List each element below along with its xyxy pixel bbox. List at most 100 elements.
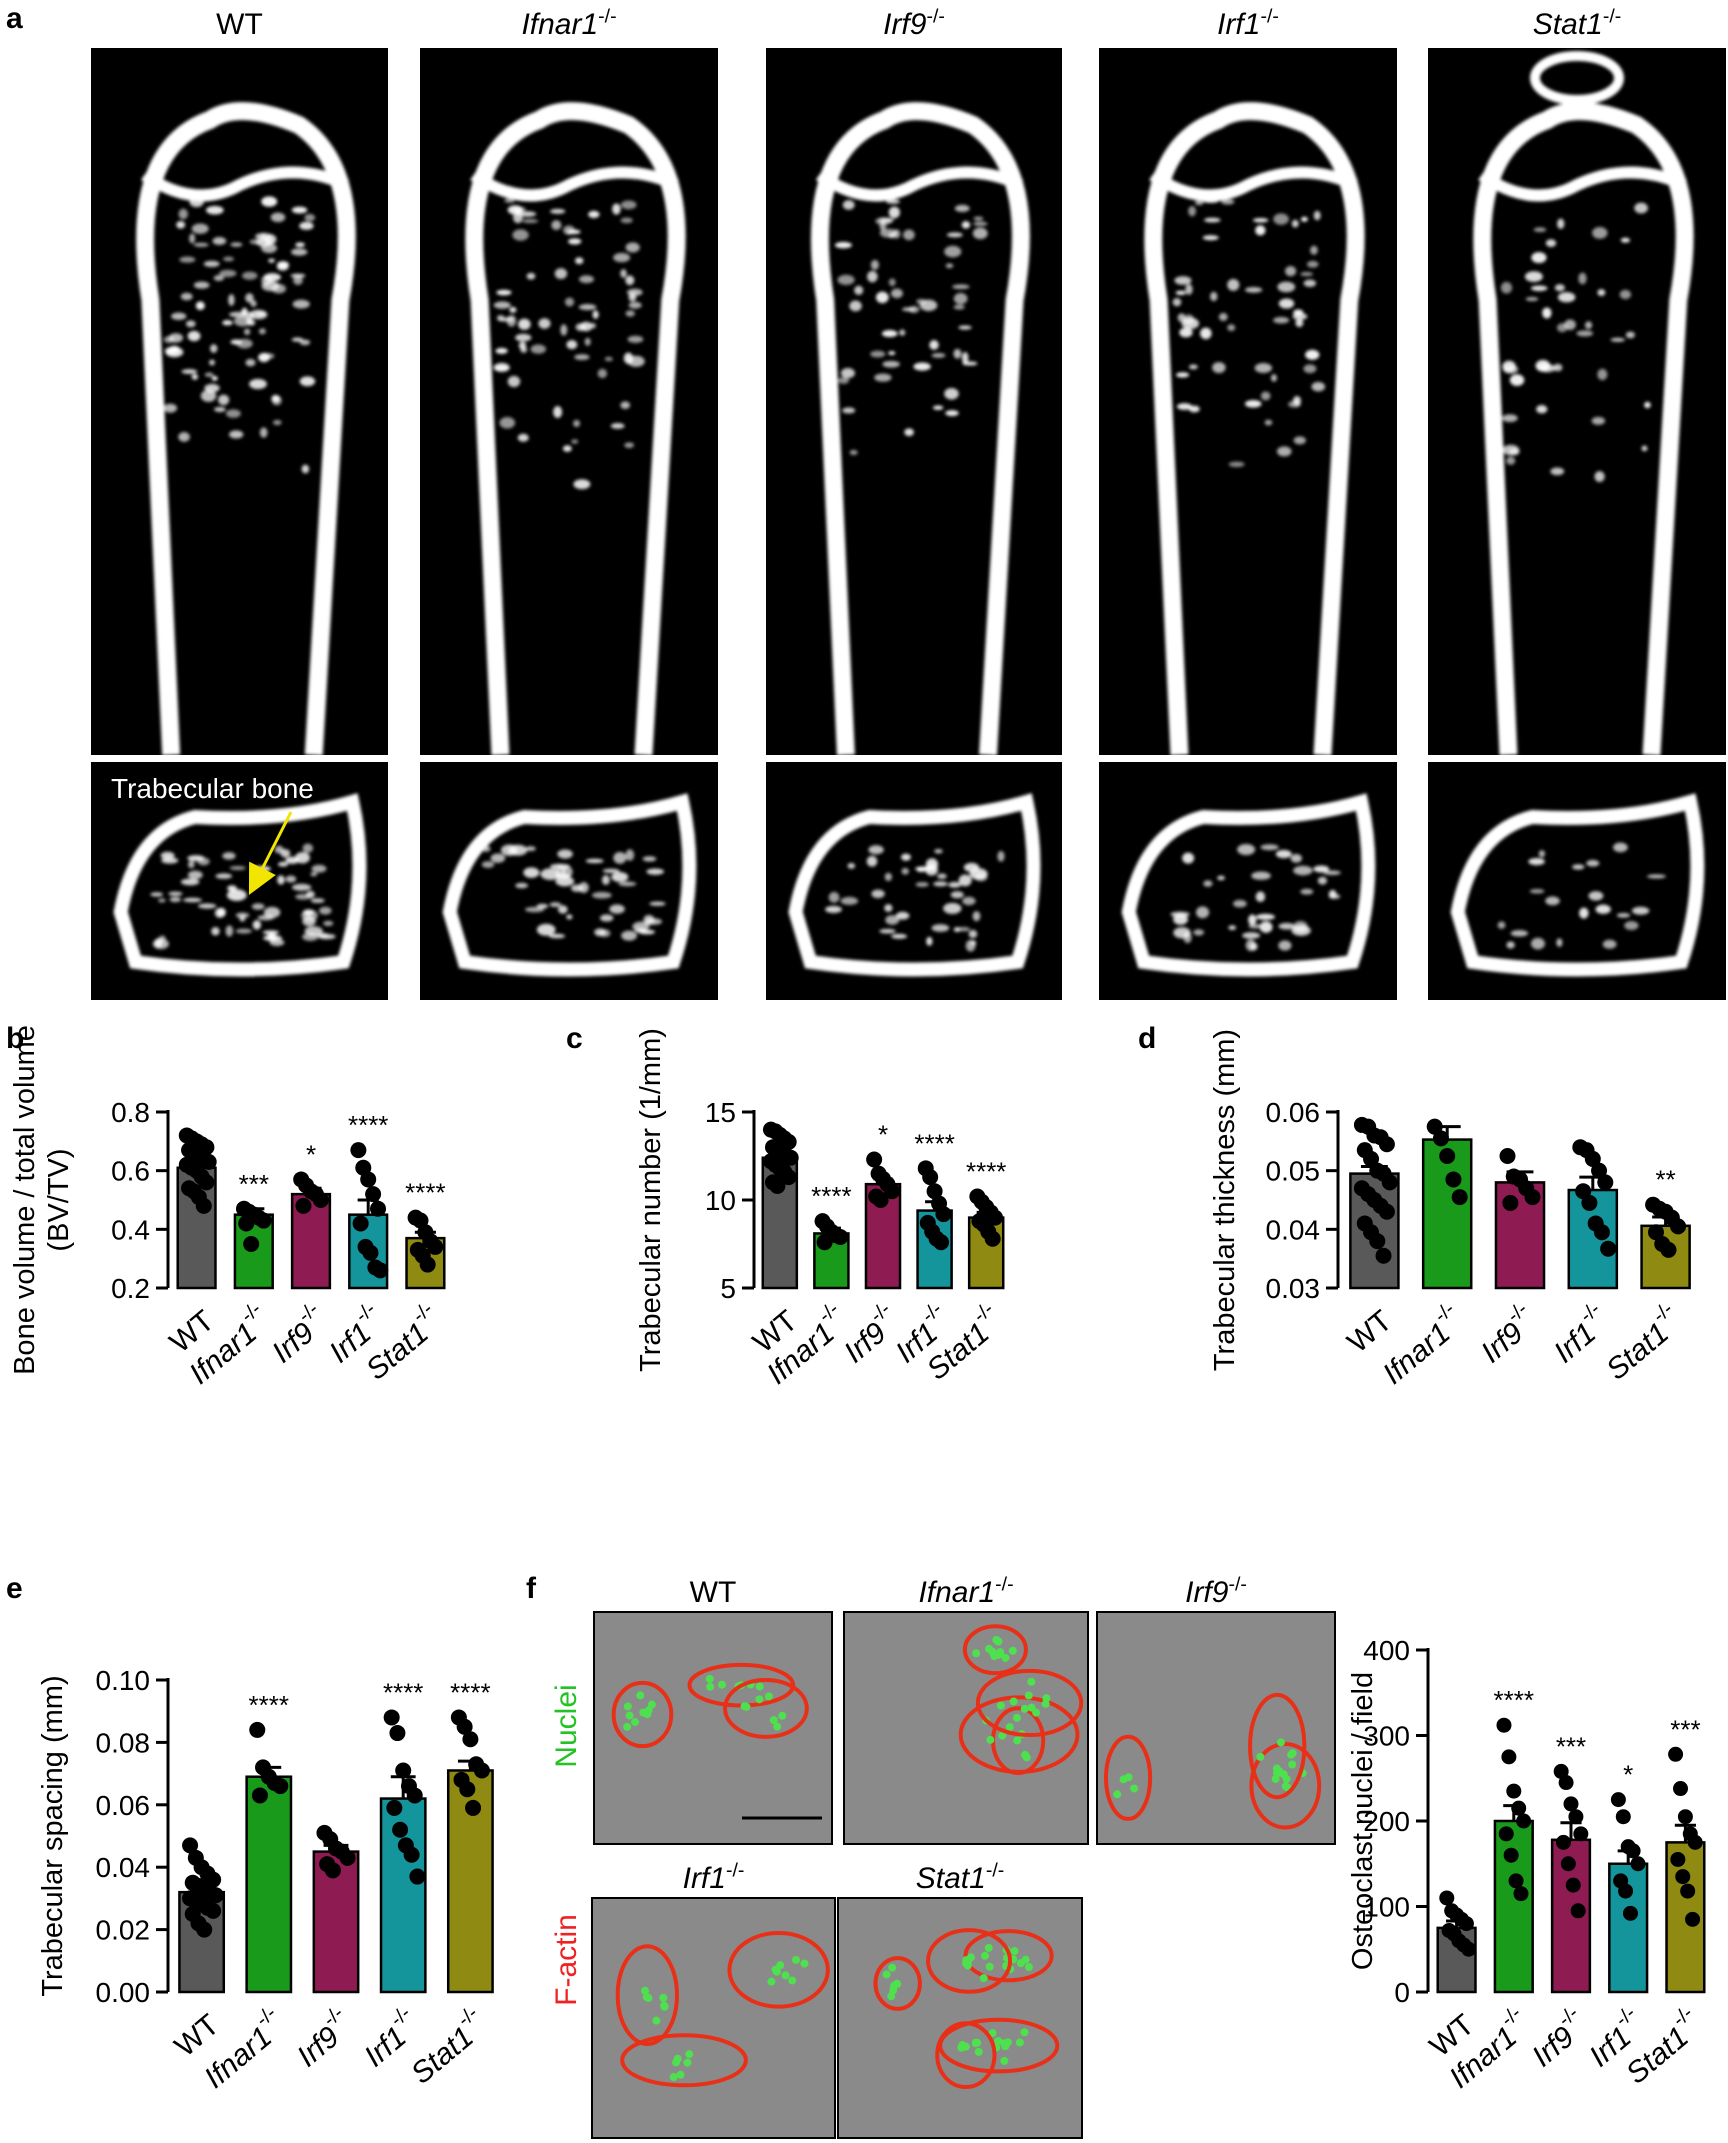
trabecula [842,200,855,210]
annotation-arrow [248,811,293,896]
trabecula [849,300,862,312]
data-point [883,1183,900,1200]
trabecula [554,268,568,280]
nucleus [985,1644,994,1653]
trabecula [1260,844,1279,851]
trabecula [908,306,920,313]
growth-plate [815,166,1024,202]
data-point [1378,1203,1395,1220]
data-point [1647,1224,1664,1241]
trabecula [500,844,518,856]
panel-b-letter: b [6,1022,24,1055]
y-tick-label: 0.03 [1266,1273,1321,1304]
trabecula [958,874,972,887]
significance-label: * [306,1139,316,1169]
trabecula [187,860,195,869]
trabecula [642,856,657,862]
data-point [339,1849,356,1866]
data-point [1516,1813,1532,1829]
trabecula [1557,292,1576,303]
trabecula [627,335,644,343]
trabecula [211,375,218,381]
data-point [205,1902,222,1919]
y-tick-label: 0.06 [1266,1097,1321,1128]
trabecula [588,210,600,219]
trabecula [525,846,536,852]
trabecula [1528,857,1545,866]
nucleus [1041,1699,1050,1708]
nucleus [623,1702,632,1711]
trabecula [1293,865,1313,876]
x-tick-label: WT [1341,1304,1398,1359]
micrograph [837,1897,1083,2139]
trabecula [1553,363,1563,372]
data-point [1581,1194,1598,1211]
trabecula [610,423,625,429]
trabecula [263,906,281,918]
trabecula [1251,871,1271,880]
genotype-name: WT [1341,1304,1398,1359]
trabecula [251,903,265,910]
data-point [409,1868,426,1885]
trabecula [512,229,529,241]
nucleus [717,1680,726,1689]
significance-label: *** [1670,1714,1700,1744]
genotype-superscript: -/- [1603,6,1621,28]
trabecula [954,204,970,213]
cross-section-cortex [442,793,697,977]
y-tick-label: 0.05 [1266,1156,1321,1187]
trabecula [1300,216,1308,222]
micrograph [593,1611,833,1845]
nucleus [1281,1782,1290,1791]
nucleus [1009,1697,1018,1706]
trabecula [592,310,599,319]
trabecula [870,259,879,270]
trabecula [290,248,308,256]
data-point [1432,1130,1449,1147]
growth-plate [141,166,349,202]
trabecula [646,868,665,875]
data-point [933,1234,950,1251]
trabecula [291,337,304,342]
trabecula [271,395,282,406]
data-point [386,1799,403,1816]
data-point [1622,1905,1638,1921]
trabecula [888,232,896,239]
nucleus [979,1974,988,1983]
trabecula [1634,202,1649,214]
data-point [1363,1150,1380,1167]
trabecula [620,200,637,210]
y-tick-label: 10 [705,1185,736,1216]
trabecula [245,358,256,367]
trabecula [1264,419,1273,426]
trabecula [1317,876,1328,885]
trabecula [888,278,896,287]
trabecula [1221,199,1235,205]
trabecula [1194,200,1204,206]
trabecula [931,924,950,932]
trabecula [868,845,884,855]
genotype-name: Ifnar1 [521,8,598,41]
trabecula [311,864,327,873]
genotype-superscript: -/- [986,1860,1004,1882]
data-point [1513,1886,1529,1902]
trabecula [522,218,539,224]
trabecula [916,298,926,305]
trabecula [193,242,209,247]
data-point [1618,1883,1634,1899]
data-point [1381,1174,1398,1191]
trabecula [573,419,581,428]
trabecula [258,328,266,335]
nucleus [644,1994,653,2003]
y-tick-label: 0.08 [96,1727,151,1758]
trabecula [828,891,840,903]
trabecula [263,273,281,282]
trabecula [953,348,962,359]
trabecula [200,389,217,402]
trabecula [972,227,988,240]
nucleus [1000,2039,1009,2048]
genotype-superscript: -/- [598,6,616,28]
data-point [196,1921,213,1938]
trabecula [169,896,182,903]
trabecula [1233,899,1247,908]
